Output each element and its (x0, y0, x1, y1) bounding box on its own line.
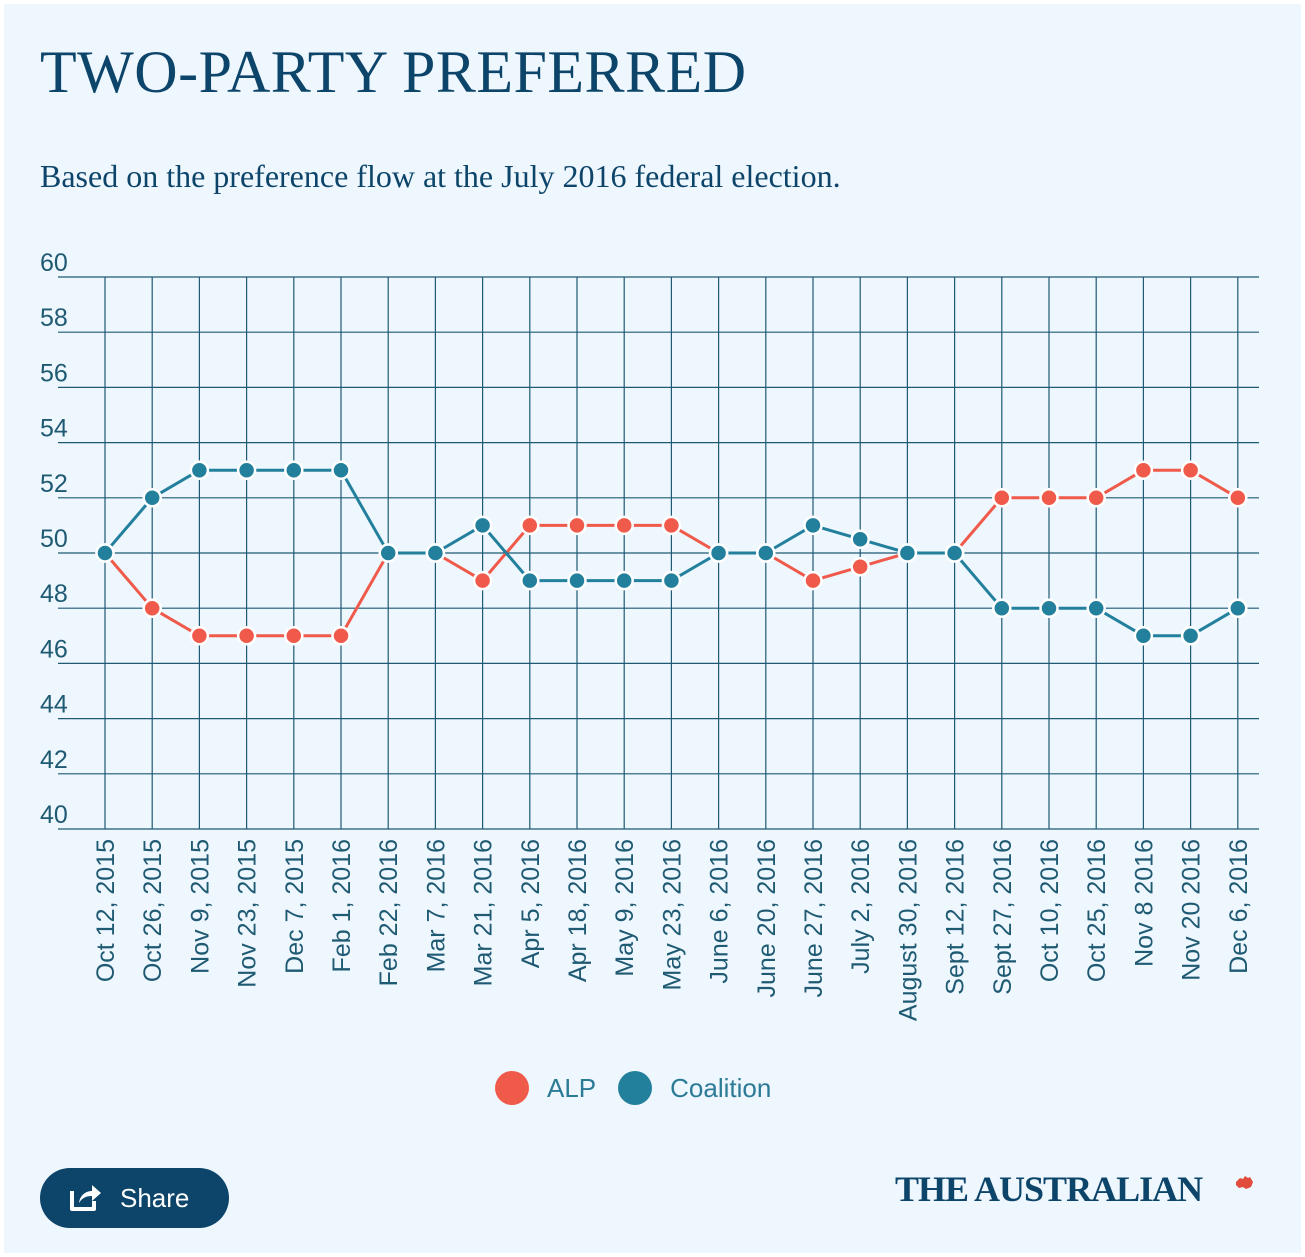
point-alp (236, 626, 257, 646)
x-tick-label: Oct 25, 2016 (1083, 839, 1111, 982)
y-tick-label: 44 (40, 691, 68, 719)
point-coalition (425, 543, 446, 563)
point-coalition (944, 543, 965, 563)
point-alp (803, 570, 823, 591)
x-tick-label: June 20, 2016 (753, 839, 781, 997)
point-coalition (1133, 626, 1154, 646)
point-alp (284, 626, 304, 646)
point-coalition (756, 543, 776, 563)
point-alp (1133, 460, 1154, 480)
y-tick-label: 48 (40, 580, 68, 608)
x-tick-label: Oct 26, 2015 (139, 839, 167, 982)
legend-coalition-label: Coalition (670, 1072, 772, 1103)
point-coalition (803, 515, 823, 536)
point-alp (472, 570, 493, 591)
y-tick-label: 56 (40, 359, 68, 387)
legend-alp-swatch (495, 1071, 529, 1105)
point-coalition (992, 598, 1012, 618)
chart-card (4, 4, 1301, 1253)
x-tick-label: Apr 5, 2016 (517, 839, 545, 968)
point-coalition (1039, 598, 1059, 618)
share-icon (70, 1185, 101, 1211)
x-tick-label: Dec 6, 2016 (1225, 839, 1253, 974)
point-alp (614, 515, 634, 536)
point-coalition (614, 570, 634, 591)
x-tick-label: June 27, 2016 (800, 839, 828, 997)
point-alp (661, 515, 682, 536)
point-coalition (708, 543, 729, 563)
x-tick-label: July 2, 2016 (847, 839, 875, 974)
share-button[interactable]: Share (40, 1168, 229, 1228)
y-tick-label: 40 (40, 801, 68, 829)
australia-map-icon (1236, 1176, 1253, 1189)
point-alp (1039, 488, 1059, 508)
point-coalition (1228, 598, 1248, 618)
x-tick-label: Apr 18, 2016 (564, 839, 592, 982)
y-tick-label: 52 (40, 470, 68, 498)
y-tick-label: 50 (40, 525, 68, 553)
point-coalition (661, 570, 682, 591)
point-coalition (1180, 626, 1201, 646)
x-tick-label: Nov 23, 2015 (234, 839, 262, 988)
point-coalition (142, 488, 162, 508)
x-tick-label: Mar 21, 2016 (470, 839, 498, 986)
point-coalition (472, 515, 493, 536)
point-coalition (331, 460, 351, 480)
point-alp (567, 515, 587, 536)
line-chart: 40 42 44 46 48 50 52 54 56 58 60 Oct 12, 2015 Oct 26… (40, 249, 1259, 1021)
point-coalition (95, 543, 115, 563)
x-tick-label: August 30, 2016 (894, 839, 922, 1021)
legend-item-coalition[interactable]: Coalition (618, 1071, 771, 1105)
point-coalition (284, 460, 304, 480)
brand-logo: THE AUSTRALIAN (895, 1169, 1203, 1209)
x-tick-label: Sept 27, 2016 (989, 839, 1017, 995)
point-coalition (236, 460, 257, 480)
point-coalition (567, 570, 587, 591)
point-coalition (1086, 598, 1106, 618)
point-alp (1180, 460, 1201, 480)
point-coalition (520, 570, 540, 591)
legend-coalition-swatch (618, 1071, 653, 1105)
point-coalition (897, 543, 918, 563)
y-tick-label: 54 (40, 415, 68, 443)
x-tick-label: June 6, 2016 (706, 839, 734, 984)
point-alp (189, 626, 210, 646)
legend: ALP Coalition (495, 1068, 793, 1108)
chart-title: TWO-PARTY PREFERRED (40, 39, 747, 105)
x-tick-label: May 23, 2016 (658, 839, 686, 991)
share-label: Share (120, 1183, 190, 1213)
point-alp (520, 515, 540, 536)
x-tick-label: Nov 20 2016 (1178, 839, 1206, 981)
y-tick-label: 58 (40, 304, 68, 332)
x-tick-label: Oct 12, 2015 (92, 839, 120, 982)
x-tick-label: Mar 7, 2016 (422, 839, 450, 972)
point-coalition (378, 543, 398, 563)
x-tick-label: Feb 22, 2016 (375, 839, 403, 986)
point-alp (850, 557, 870, 577)
point-alp (1228, 488, 1248, 508)
y-tick-label: 42 (40, 746, 68, 774)
legend-alp-label: ALP (547, 1072, 597, 1103)
point-coalition (189, 460, 210, 480)
legend-item-alp[interactable]: ALP (495, 1071, 596, 1105)
y-tick-label: 60 (40, 249, 68, 277)
chart-subtitle: Based on the preference flow at the July… (40, 158, 841, 194)
point-alp (1086, 488, 1106, 508)
x-tick-label: Nov 9, 2015 (186, 839, 214, 974)
x-tick-label: May 9, 2016 (611, 839, 639, 977)
y-tick-label: 46 (40, 635, 68, 663)
point-alp (142, 598, 162, 618)
x-tick-label: Sept 12, 2016 (942, 839, 970, 995)
x-tick-label: Feb 1, 2016 (328, 839, 356, 972)
x-tick-label: Oct 10, 2016 (1036, 839, 1064, 982)
x-tick-label: Dec 7, 2015 (281, 839, 309, 974)
point-alp (992, 488, 1012, 508)
x-tick-label: Nov 8 2016 (1130, 839, 1158, 967)
point-alp (331, 626, 351, 646)
point-coalition (850, 529, 870, 549)
